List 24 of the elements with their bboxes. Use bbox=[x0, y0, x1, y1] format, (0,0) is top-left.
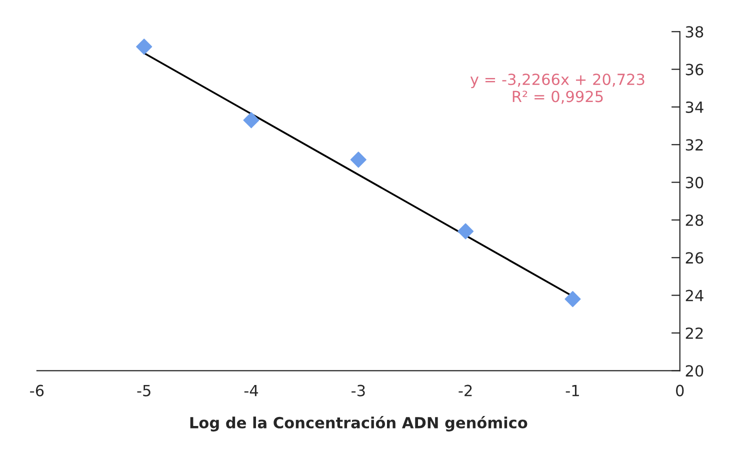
x-axis-title: Log de la Concentración ADN genómico bbox=[190, 416, 528, 432]
y-tick-label: 38 bbox=[686, 26, 704, 38]
point bbox=[458, 223, 474, 240]
y-tick-label: 22 bbox=[686, 327, 703, 339]
x-tick-label: -5 bbox=[137, 385, 150, 396]
y-tick-label: 36 bbox=[686, 64, 704, 76]
x-tick-label: -3 bbox=[352, 384, 365, 396]
point bbox=[136, 38, 152, 55]
x-tick-label: -1 bbox=[566, 385, 579, 396]
point bbox=[350, 152, 366, 168]
y-tick-label: 20 bbox=[686, 365, 704, 377]
x-tick-label: -2 bbox=[458, 384, 472, 396]
y-tick-label: 30 bbox=[686, 176, 704, 188]
x-tick-label: -4 bbox=[244, 385, 258, 396]
point bbox=[243, 112, 260, 128]
x-tick-label: -6 bbox=[30, 384, 44, 396]
y-tick-label: 28 bbox=[686, 214, 704, 226]
point bbox=[564, 291, 581, 308]
annotation: y = -3,2266x + 20,723 R² = 0,9925 bbox=[470, 74, 644, 104]
y-tick-label: 24 bbox=[686, 290, 704, 302]
y-tick-label: 26 bbox=[686, 252, 704, 264]
x-tick-label: 0 bbox=[676, 384, 684, 396]
y-tick-label: 32 bbox=[686, 139, 703, 151]
y-tick-label: 34 bbox=[686, 101, 704, 113]
